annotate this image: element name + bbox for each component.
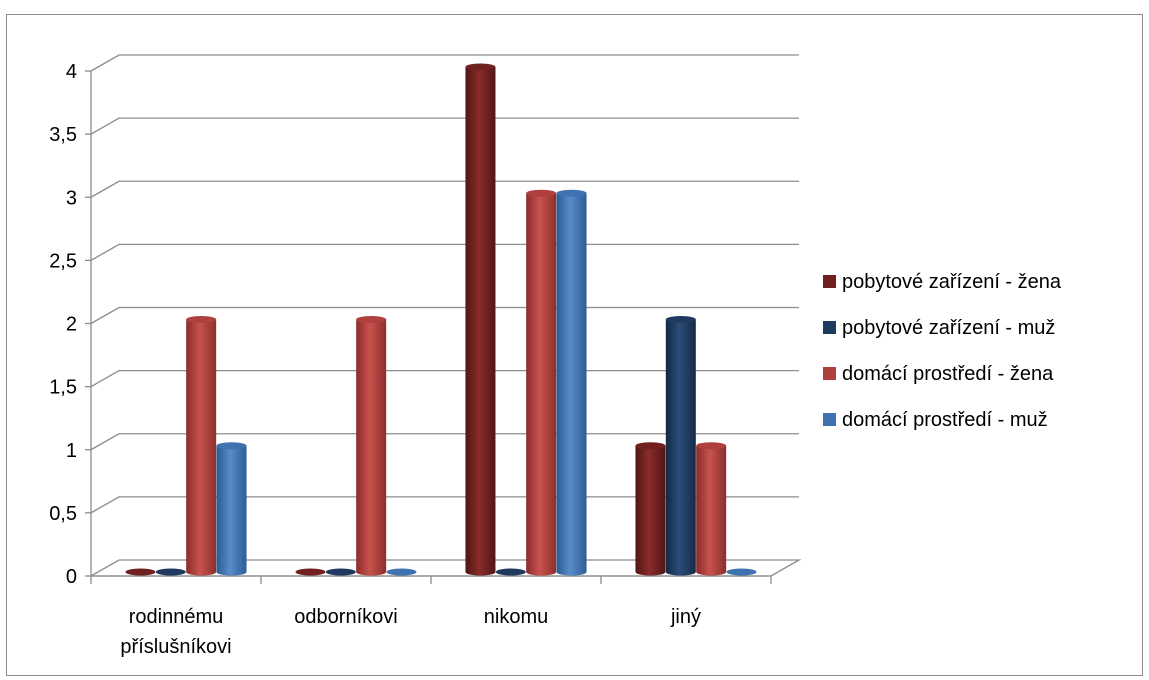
y-tick-label: 1,5: [49, 377, 77, 399]
bar: [526, 189, 557, 576]
x-tick-label: odborníkovi: [294, 606, 397, 628]
gridline: [90, 54, 799, 72]
bar-body: [665, 319, 696, 576]
y-tick-label: 0: [66, 566, 77, 588]
bar-top: [155, 568, 186, 576]
bar-body: [556, 193, 587, 576]
bar: [325, 568, 356, 576]
legend: pobytové zařízení - žena pobytové zařízen…: [823, 271, 1062, 431]
bar-body: [186, 319, 217, 576]
bar: [216, 442, 247, 576]
bar: [186, 316, 217, 576]
legend-swatch: [823, 321, 836, 334]
bar-top: [526, 189, 557, 197]
bar: [295, 568, 326, 576]
bar: [635, 442, 666, 576]
legend-label: domácí prostředí - žena: [842, 363, 1054, 385]
bar-top: [696, 442, 727, 450]
bar-top: [216, 442, 247, 450]
legend-item: domácí prostředí - žena: [823, 363, 1054, 385]
gridline: [90, 180, 799, 198]
legend-label: pobytové zařízení - muž: [842, 317, 1055, 339]
bar: [556, 189, 587, 576]
bar: [155, 568, 186, 576]
bar-top: [295, 568, 326, 576]
gridline: [90, 117, 799, 135]
bar-top: [125, 568, 156, 576]
legend-swatch: [823, 413, 836, 426]
bar: [356, 316, 387, 576]
bar-body: [465, 67, 496, 576]
bar: [125, 568, 156, 576]
legend-item: pobytové zařízení - muž: [823, 317, 1055, 339]
y-tick-label: 3,5: [49, 124, 77, 146]
x-tick-label: jiný: [670, 606, 701, 628]
bar-body: [696, 445, 727, 576]
bars: [125, 63, 757, 576]
bar: [726, 568, 757, 576]
y-tick-label: 0,5: [49, 503, 77, 525]
tick-labels: 0 0,5 1 1,5 2 2,5 3 3,5 4 rodinnému příslušníkovi o…: [49, 61, 701, 658]
bar: [665, 316, 696, 576]
y-tick-label: 2,5: [49, 250, 77, 272]
x-tick-label: příslušníkovi: [120, 636, 231, 658]
bar-chart: 0 0,5 1 1,5 2 2,5 3 3,5 4 rodinnému příslušníkovi o…: [49, 54, 1062, 658]
bar-top: [465, 63, 496, 71]
bar-top: [635, 442, 666, 450]
bar-top: [356, 316, 387, 323]
bar-top: [726, 568, 757, 576]
y-tick-label: 3: [66, 187, 77, 209]
legend-item: domácí prostředí - muž: [823, 409, 1048, 431]
legend-swatch: [823, 367, 836, 380]
bar: [386, 568, 417, 576]
x-tick-label: nikomu: [484, 606, 548, 628]
bar-top: [665, 316, 696, 323]
gridline: [90, 243, 799, 261]
bar: [495, 568, 526, 576]
bar-top: [495, 568, 526, 576]
legend-swatch: [823, 275, 836, 288]
bar-body: [216, 445, 247, 576]
chart-frame: 0 0,5 1 1,5 2 2,5 3 3,5 4 rodinnému příslušníkovi o…: [6, 14, 1143, 676]
bar-top: [186, 316, 217, 323]
bar: [465, 63, 496, 576]
bar-body: [526, 193, 557, 576]
bar-body: [635, 445, 666, 576]
legend-item: pobytové zařízení - žena: [823, 271, 1062, 293]
bar-top: [325, 568, 356, 576]
bar: [696, 442, 727, 576]
legend-label: domácí prostředí - muž: [842, 409, 1048, 431]
legend-label: pobytové zařízení - žena: [842, 271, 1062, 293]
bar-body: [356, 319, 387, 576]
y-tick-label: 2: [66, 314, 77, 336]
x-tick-label: rodinnému: [129, 606, 224, 628]
bar-top: [556, 189, 587, 197]
y-tick-label: 1: [66, 440, 77, 462]
y-tick-label: 4: [66, 61, 77, 83]
bar-top: [386, 568, 417, 576]
